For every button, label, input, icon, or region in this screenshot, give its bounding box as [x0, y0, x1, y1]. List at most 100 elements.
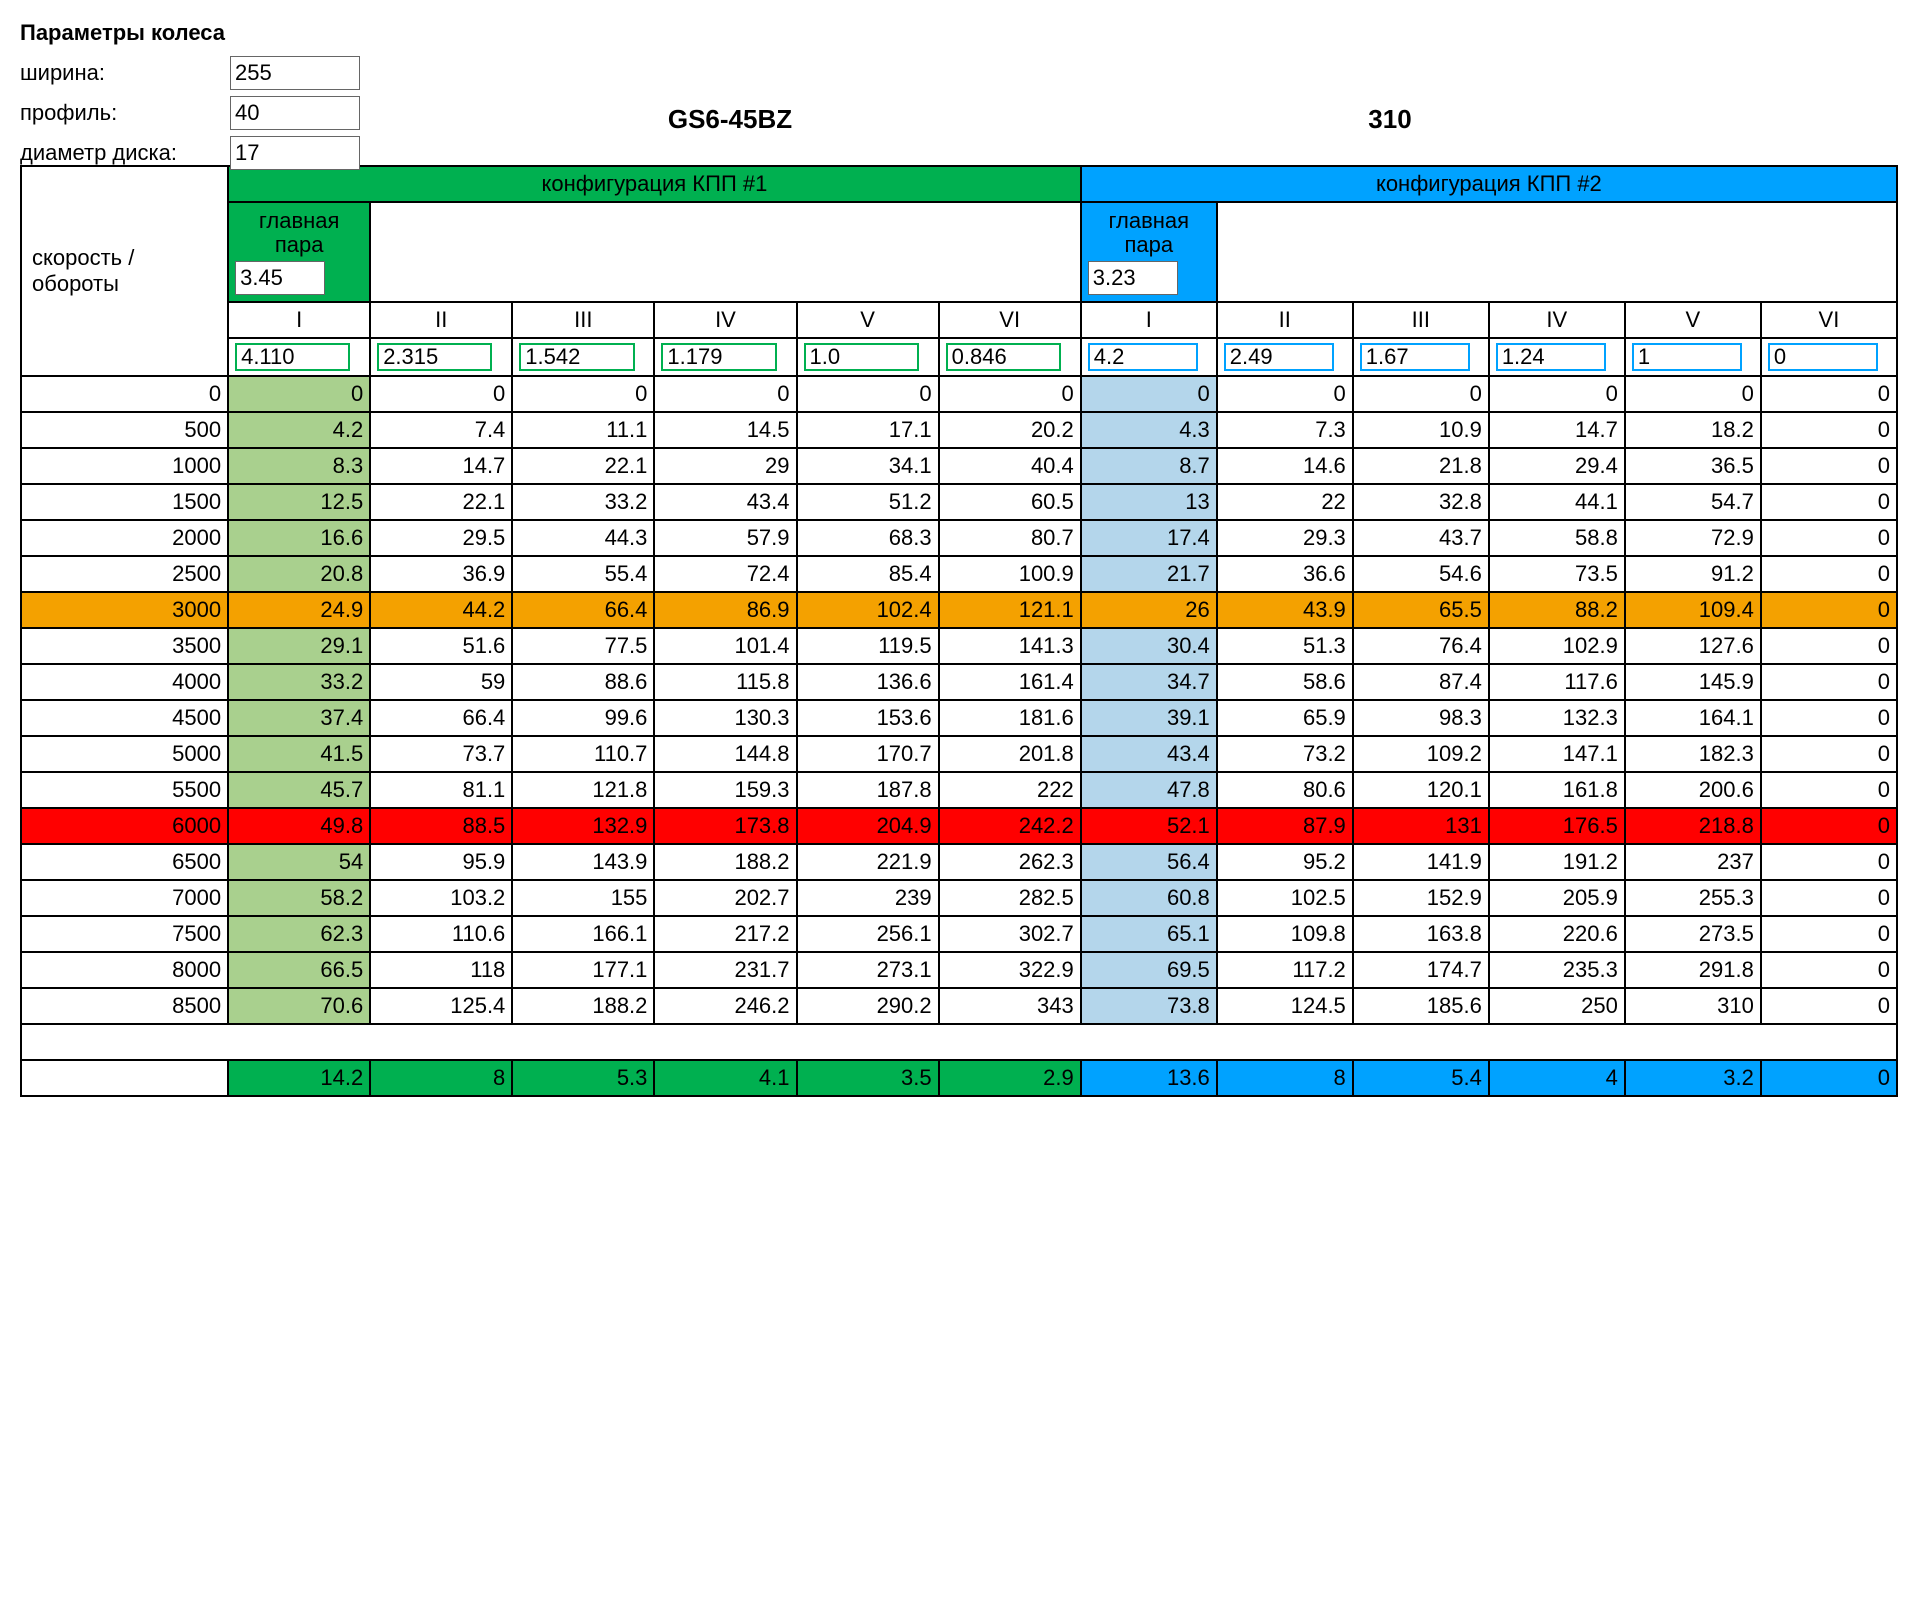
rpm-cell: 7000 — [21, 880, 228, 916]
table-cell: 302.7 — [939, 916, 1081, 952]
table-cell: 0 — [1761, 844, 1897, 880]
gear-label-2-4: IV — [1489, 302, 1625, 338]
table-cell: 120.1 — [1353, 772, 1489, 808]
ratio2-2-input[interactable] — [1224, 343, 1334, 371]
summary-cell: 14.2 — [228, 1060, 370, 1096]
table-cell: 130.3 — [654, 700, 796, 736]
speed-rpm-label: скорость / обороты — [21, 166, 228, 376]
table-cell: 17.4 — [1081, 520, 1217, 556]
ratio1-2-input[interactable] — [377, 343, 492, 371]
ratio2-6-input[interactable] — [1768, 343, 1878, 371]
table-cell: 14.6 — [1217, 448, 1353, 484]
ratio2-5-input[interactable] — [1632, 343, 1742, 371]
table-cell: 60.5 — [939, 484, 1081, 520]
summary-cell: 8 — [370, 1060, 512, 1096]
width-label: ширина: — [20, 60, 230, 86]
ratio1-4-input[interactable] — [661, 343, 776, 371]
table-cell: 44.1 — [1489, 484, 1625, 520]
rpm-cell: 2000 — [21, 520, 228, 556]
ratio1-6-input[interactable] — [946, 343, 1061, 371]
table-cell: 33.2 — [228, 664, 370, 700]
table-cell: 124.5 — [1217, 988, 1353, 1024]
rpm-cell: 3500 — [21, 628, 228, 664]
table-cell: 73.8 — [1081, 988, 1217, 1024]
rpm-cell: 6000 — [21, 808, 228, 844]
table-cell: 205.9 — [1489, 880, 1625, 916]
summary-cell: 5.3 — [512, 1060, 654, 1096]
width-input[interactable] — [230, 56, 360, 90]
table-cell: 88.5 — [370, 808, 512, 844]
table-cell: 66.5 — [228, 952, 370, 988]
table-cell: 188.2 — [654, 844, 796, 880]
table-cell: 119.5 — [797, 628, 939, 664]
table-cell: 166.1 — [512, 916, 654, 952]
table-cell: 65.5 — [1353, 592, 1489, 628]
table-cell: 121.1 — [939, 592, 1081, 628]
table-cell: 57.9 — [654, 520, 796, 556]
table-cell: 0 — [1761, 772, 1897, 808]
table-cell: 99.6 — [512, 700, 654, 736]
table-cell: 34.1 — [797, 448, 939, 484]
table-cell: 86.9 — [654, 592, 796, 628]
final-drive-1-input[interactable] — [235, 261, 325, 295]
table-cell: 36.5 — [1625, 448, 1761, 484]
ratio1-1-input[interactable] — [235, 343, 350, 371]
table-cell: 20.2 — [939, 412, 1081, 448]
table-cell: 290.2 — [797, 988, 939, 1024]
ratio2-1-input[interactable] — [1088, 343, 1198, 371]
gear-label-1-4: IV — [654, 302, 796, 338]
table-cell: 132.3 — [1489, 700, 1625, 736]
table-cell: 29.5 — [370, 520, 512, 556]
ratio2-3-input[interactable] — [1360, 343, 1470, 371]
table-cell: 73.7 — [370, 736, 512, 772]
table-cell: 182.3 — [1625, 736, 1761, 772]
final-drive-2-input[interactable] — [1088, 261, 1178, 295]
table-cell: 55.4 — [512, 556, 654, 592]
table-cell: 132.9 — [512, 808, 654, 844]
table-cell: 161.8 — [1489, 772, 1625, 808]
table-cell: 77.5 — [512, 628, 654, 664]
table-cell: 17.1 — [797, 412, 939, 448]
final-drive-2-cell: главная пара — [1081, 202, 1217, 302]
table-cell: 81.1 — [370, 772, 512, 808]
table-cell: 65.9 — [1217, 700, 1353, 736]
ratio2-4-input[interactable] — [1496, 343, 1606, 371]
table-cell: 141.9 — [1353, 844, 1489, 880]
table-cell: 91.2 — [1625, 556, 1761, 592]
table-cell: 117.2 — [1217, 952, 1353, 988]
table-cell: 65.1 — [1081, 916, 1217, 952]
table-cell: 22.1 — [370, 484, 512, 520]
table-cell: 136.6 — [797, 664, 939, 700]
table-cell: 54 — [228, 844, 370, 880]
rpm-cell: 8000 — [21, 952, 228, 988]
table-cell: 125.4 — [370, 988, 512, 1024]
table-cell: 45.7 — [228, 772, 370, 808]
table-cell: 273.5 — [1625, 916, 1761, 952]
table-cell: 0 — [1761, 628, 1897, 664]
table-cell: 102.4 — [797, 592, 939, 628]
table-cell: 0 — [512, 376, 654, 412]
table-cell: 95.9 — [370, 844, 512, 880]
rpm-cell: 4000 — [21, 664, 228, 700]
gear-label-1-6: VI — [939, 302, 1081, 338]
table-cell: 220.6 — [1489, 916, 1625, 952]
table-cell: 246.2 — [654, 988, 796, 1024]
table-cell: 0 — [1761, 880, 1897, 916]
table-cell: 44.3 — [512, 520, 654, 556]
table-cell: 16.6 — [228, 520, 370, 556]
table-cell: 0 — [1761, 412, 1897, 448]
table-cell: 73.2 — [1217, 736, 1353, 772]
table-cell: 43.4 — [1081, 736, 1217, 772]
wheel-params-title: Параметры колеса — [20, 20, 1900, 46]
table-cell: 20.8 — [228, 556, 370, 592]
table-cell: 250 — [1489, 988, 1625, 1024]
table-cell: 29.4 — [1489, 448, 1625, 484]
table-cell: 49.8 — [228, 808, 370, 844]
summary-cell: 3.2 — [1625, 1060, 1761, 1096]
table-cell: 161.4 — [939, 664, 1081, 700]
disc-input[interactable] — [230, 136, 360, 170]
ratio1-3-input[interactable] — [519, 343, 634, 371]
ratio1-5-input[interactable] — [804, 343, 919, 371]
table-cell: 159.3 — [654, 772, 796, 808]
rpm-cell: 0 — [21, 376, 228, 412]
